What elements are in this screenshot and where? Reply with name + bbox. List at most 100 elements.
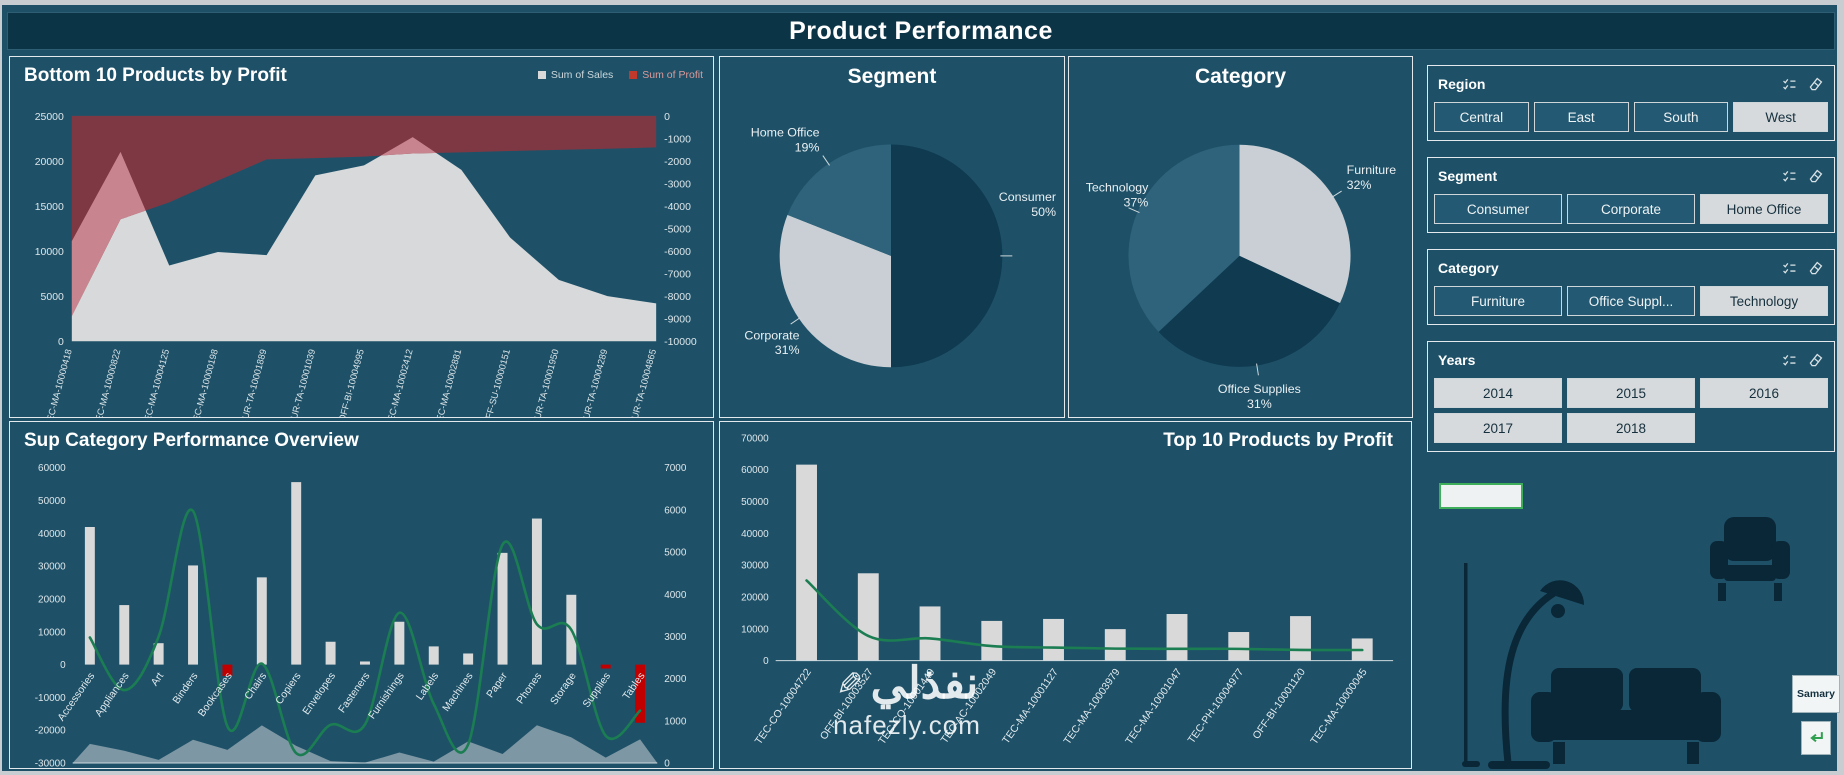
bar-tables[interactable] (635, 664, 646, 723)
bar-binders[interactable] (188, 565, 199, 665)
chart-label: Labels (415, 671, 442, 702)
title-bar: Product Performance (7, 12, 1835, 50)
chart-label: 20000 (35, 157, 64, 168)
bottom10-area-chart[interactable]: 0 5000 10000 15000 20000 25000 0 -1000 -2000 -300… (10, 57, 713, 417)
multi-select-icon[interactable] (1781, 260, 1798, 277)
sales-area[interactable] (71, 137, 657, 342)
trend-line (805, 579, 1364, 652)
bar-tec-ph-10004977[interactable] (1228, 632, 1250, 661)
chart-label: -10000 (35, 693, 66, 704)
chart-label: 30000 (741, 561, 769, 572)
top10-combo-chart[interactable]: 0 10000 20000 30000 40000 50000 60000 70000 TEC-… (720, 422, 1411, 768)
bar-accessories[interactable] (84, 527, 95, 665)
slicer-option-office-suppl-[interactable]: Office Suppl... (1567, 286, 1695, 316)
bar-copiers[interactable] (291, 482, 302, 665)
pie-slice-home-office[interactable] (787, 144, 892, 256)
pie-label: Technology 37% (1086, 181, 1149, 210)
bar-supplies[interactable] (600, 664, 611, 669)
legend-item-profit[interactable]: Sum of Profit (629, 69, 703, 81)
bar-paper[interactable] (497, 552, 508, 665)
bar-tec-ma-10001047[interactable] (1166, 614, 1188, 661)
pie-slice-office-supplies[interactable] (1158, 255, 1340, 367)
chart-label: 60000 (38, 463, 66, 474)
chart-label: Copiers (274, 671, 304, 707)
slicer-header: Category (1434, 258, 1828, 278)
slicer-option-south[interactable]: South (1633, 102, 1729, 132)
selection-box[interactable] (1439, 483, 1523, 509)
pie-label: Consumer 50% (999, 190, 1056, 219)
pie-label: Furniture 32% (1347, 163, 1397, 192)
multi-select-icon[interactable] (1781, 168, 1798, 185)
slicer-icons (1772, 168, 1824, 185)
multi-select-icon[interactable] (1781, 352, 1798, 369)
multi-select-icon[interactable] (1781, 76, 1798, 93)
legend-item-sales[interactable]: Sum of Sales (537, 69, 613, 81)
summary-button[interactable]: Samary (1792, 675, 1840, 713)
chart-label: Envelopes (301, 671, 338, 717)
chart-label: Binders (171, 671, 200, 706)
chart-label: -3000 (664, 179, 691, 190)
slicer-option-furniture[interactable]: Furniture (1434, 286, 1562, 316)
slicer-option-technology[interactable]: Technology (1700, 286, 1828, 316)
bar-chairs[interactable] (256, 577, 267, 665)
panel-supcategory-overview: Sup Category Performance Overview -30000… (9, 421, 714, 769)
bar-tec-ma-10001127[interactable] (1043, 618, 1064, 661)
slicer-icons (1772, 260, 1824, 277)
chart-label: 0 (60, 660, 66, 671)
slicer-option-east[interactable]: East (1533, 102, 1629, 132)
slicer-option-home-office[interactable]: Home Office (1700, 194, 1828, 224)
bar-labels[interactable] (428, 646, 439, 665)
chart-label: -10000 (664, 337, 697, 348)
slicer-option-central[interactable]: Central (1434, 102, 1529, 132)
bar-art[interactable] (153, 643, 164, 665)
clear-selections-icon[interactable] (1807, 260, 1824, 277)
chart-label: 4000 (664, 590, 687, 601)
bar-off-bi-10001120[interactable] (1290, 616, 1311, 661)
bar-tec-co-10001449[interactable] (919, 606, 941, 661)
chart-label: Paper (485, 671, 510, 701)
bar-furnishings[interactable] (394, 621, 405, 665)
chart-title-supcategory: Sup Category Performance Overview (24, 430, 359, 451)
slicer-option-west[interactable]: West (1733, 102, 1828, 132)
chart-label: TEC-AC-10002049 (939, 667, 999, 746)
bar-bookcases[interactable] (222, 664, 233, 676)
chart-label: 40000 (38, 529, 66, 540)
pie-slice-furniture[interactable] (1239, 144, 1351, 304)
bar-fasteners[interactable] (360, 661, 370, 665)
chart-label: TEC-CO-10004722 (753, 667, 814, 747)
bar-off-bi-10003527[interactable] (857, 573, 879, 661)
slicer-title: Region (1438, 76, 1486, 92)
bar-envelopes[interactable] (325, 641, 336, 665)
bar-tec-ac-10002049[interactable] (981, 620, 1003, 661)
chart-label: -2000 (664, 157, 691, 168)
bar-tec-ma-10003979[interactable] (1104, 629, 1126, 661)
slicer-option-corporate[interactable]: Corporate (1567, 194, 1695, 224)
slicer-option-2016[interactable]: 2016 (1700, 378, 1828, 408)
bar-machines[interactable] (463, 653, 474, 665)
slicer-option-2018[interactable]: 2018 (1567, 413, 1695, 443)
bar-tec-co-10004722[interactable] (796, 464, 817, 661)
category-pie-chart[interactable]: Furniture 32% Office Supplies 31% Technology… (1069, 57, 1412, 417)
pie-slice-consumer[interactable] (891, 144, 1003, 368)
chart-title-category: Category (1194, 65, 1287, 88)
segment-pie-chart[interactable]: Consumer 50% Corporate 31% Home Office 19% (720, 57, 1064, 417)
chart-label: TEC-CO-10001449 (877, 667, 938, 747)
slicer-options: 2014 2015 2016 2017 2018 (1434, 378, 1828, 443)
slicer-option-2014[interactable]: 2014 (1434, 378, 1562, 408)
chart-label: Fasteners (337, 671, 373, 715)
clear-selections-icon[interactable] (1807, 76, 1824, 93)
dashboard: Product Performance Bottom 10 Products b… (2, 5, 1840, 771)
pie-slice-corporate[interactable] (779, 214, 892, 368)
sheet-nav-shortcut[interactable] (1801, 721, 1831, 755)
slicer-option-consumer[interactable]: Consumer (1434, 194, 1562, 224)
clear-selections-icon[interactable] (1807, 168, 1824, 185)
slicer-option-2017[interactable]: 2017 (1434, 413, 1562, 443)
pie-slice-technology[interactable] (1128, 144, 1240, 332)
clear-selections-icon[interactable] (1807, 352, 1824, 369)
supcategory-combo-chart[interactable]: -30000-20000-100000100002000030000400005… (10, 422, 713, 768)
slicer-option-2015[interactable]: 2015 (1567, 378, 1695, 408)
bar-phones[interactable] (531, 518, 542, 665)
bar-appliances[interactable] (119, 605, 130, 665)
profit-area[interactable] (71, 115, 657, 316)
chart-label: -30000 (35, 759, 66, 768)
